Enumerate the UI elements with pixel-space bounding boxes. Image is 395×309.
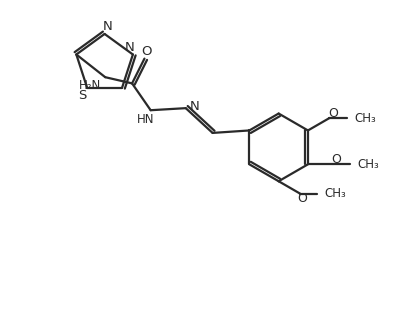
- Text: O: O: [331, 153, 341, 166]
- Text: O: O: [328, 107, 338, 120]
- Text: N: N: [125, 40, 134, 53]
- Text: O: O: [141, 45, 152, 58]
- Text: N: N: [103, 20, 113, 33]
- Text: O: O: [297, 192, 307, 205]
- Text: CH₃: CH₃: [325, 187, 347, 200]
- Text: S: S: [78, 90, 87, 103]
- Text: H₂N: H₂N: [79, 79, 102, 92]
- Text: CH₃: CH₃: [357, 158, 379, 171]
- Text: N: N: [190, 99, 200, 112]
- Text: CH₃: CH₃: [354, 112, 376, 125]
- Text: HN: HN: [137, 113, 154, 126]
